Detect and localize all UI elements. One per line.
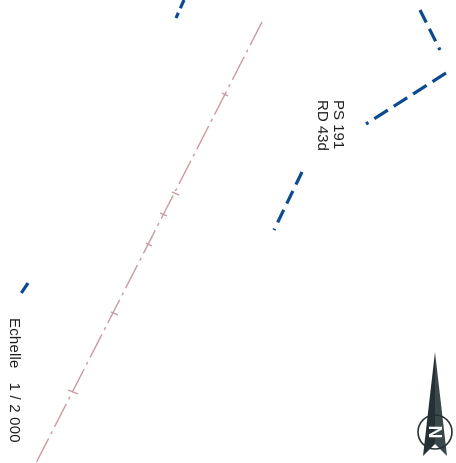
- north-arrow-icon: N: [417, 352, 453, 456]
- parcel-label-line1: PS 191: [330, 100, 347, 150]
- scale-value: 1 / 2 000: [6, 382, 23, 443]
- boundary-lines: [16, 0, 447, 299]
- boundary-segment-right: [365, 71, 447, 126]
- axis-line: [35, 21, 263, 463]
- boundary-segment-top-left: [174, 0, 186, 19]
- scale-label: Echelle 1 / 2 000: [6, 318, 23, 443]
- parcel-label-line2: RD 43d: [314, 100, 331, 151]
- boundary-segment-middle: [272, 171, 304, 231]
- boundary-segment-left: [16, 282, 30, 299]
- north-arrow-letter: N: [425, 426, 445, 439]
- parcel-label: PS 191 RD 43d: [314, 100, 347, 151]
- boundary-segment-top-right: [418, 9, 442, 51]
- scale-label-text: Echelle: [6, 318, 23, 369]
